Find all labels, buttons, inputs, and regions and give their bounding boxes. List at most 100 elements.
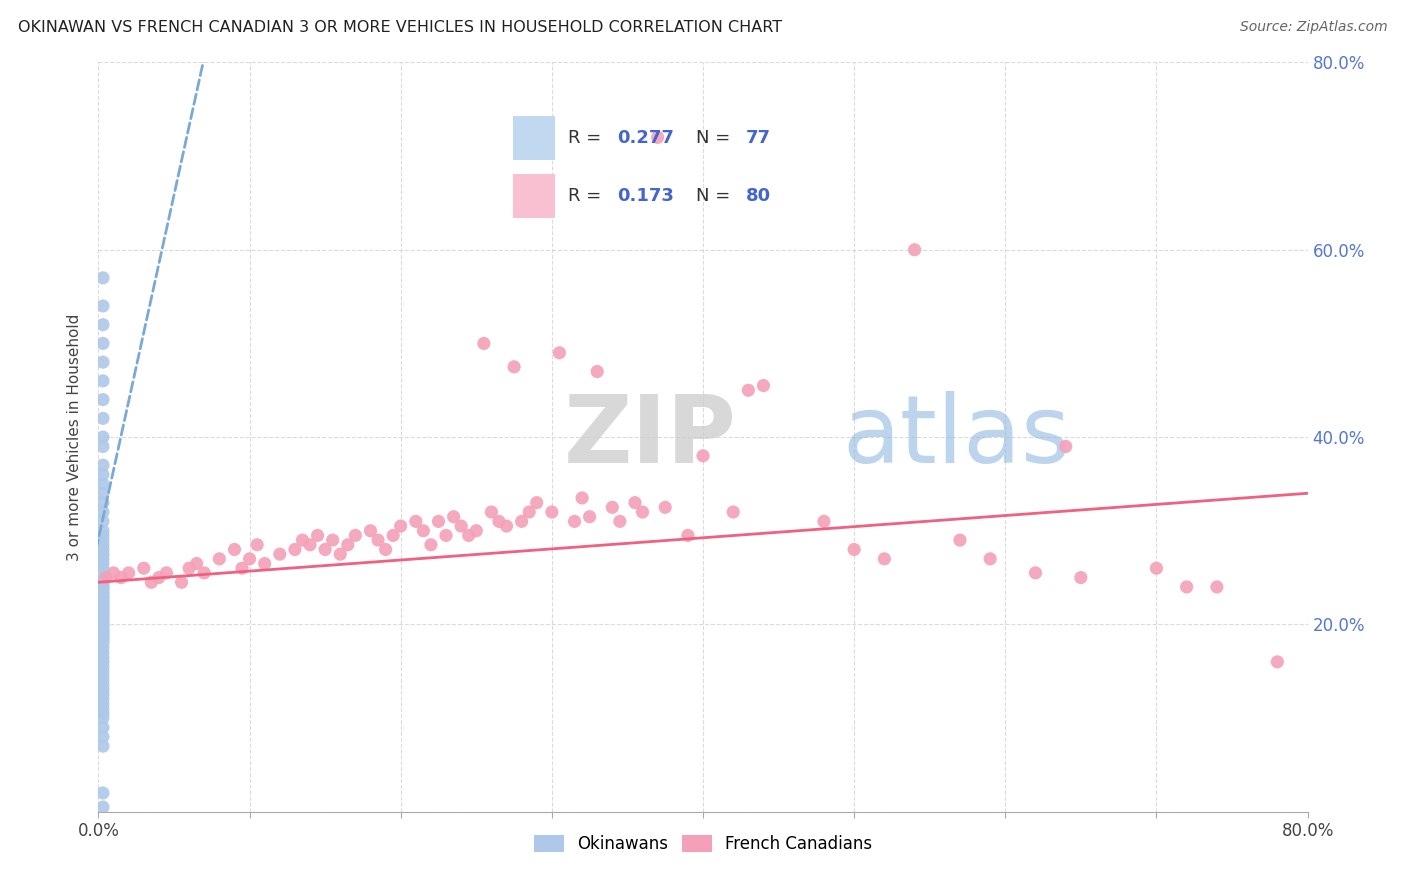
Point <box>91 659 114 673</box>
Point <box>91 711 114 725</box>
Point <box>91 578 114 592</box>
Point <box>904 243 927 257</box>
Point <box>132 561 155 575</box>
Point <box>91 632 114 646</box>
Point <box>564 514 586 528</box>
Point <box>586 365 609 379</box>
Point <box>91 683 114 698</box>
Point <box>624 496 647 510</box>
Point <box>495 519 517 533</box>
Point <box>443 509 465 524</box>
Point <box>91 496 114 510</box>
Point <box>517 505 540 519</box>
Point <box>299 538 322 552</box>
Point <box>676 528 699 542</box>
Point <box>1175 580 1198 594</box>
Point <box>91 626 114 640</box>
Point <box>91 608 114 623</box>
Point <box>91 538 114 552</box>
Point <box>193 566 215 580</box>
Point <box>1024 566 1046 580</box>
Point <box>91 440 114 453</box>
Point <box>91 590 114 604</box>
Point <box>91 580 114 594</box>
Point <box>91 271 114 285</box>
Point <box>94 571 117 585</box>
Point <box>91 721 114 735</box>
Point <box>329 547 352 561</box>
Point <box>465 524 488 538</box>
Point <box>110 571 132 585</box>
Point <box>269 547 291 561</box>
Point <box>91 467 114 482</box>
Point <box>723 505 745 519</box>
Point <box>91 603 114 617</box>
Point <box>246 538 269 552</box>
Point <box>91 617 114 632</box>
Point <box>231 561 253 575</box>
Point <box>91 739 114 753</box>
Point <box>91 551 114 566</box>
Point <box>91 318 114 332</box>
Point <box>1144 561 1167 575</box>
Point <box>91 646 114 660</box>
Point <box>91 650 114 665</box>
Point <box>420 538 443 552</box>
Point <box>548 345 571 359</box>
Point <box>141 575 163 590</box>
Point <box>510 514 533 528</box>
Point <box>91 411 114 425</box>
Point <box>91 594 114 608</box>
Point <box>336 538 359 552</box>
Point <box>360 524 382 538</box>
Point <box>844 542 866 557</box>
Point <box>91 697 114 711</box>
Point <box>752 378 775 392</box>
Point <box>602 500 624 515</box>
Point <box>91 355 114 369</box>
Point <box>609 514 631 528</box>
Point <box>91 486 114 500</box>
Point <box>91 678 114 692</box>
Point <box>91 528 114 542</box>
Point <box>578 509 600 524</box>
Text: Source: ZipAtlas.com: Source: ZipAtlas.com <box>1240 20 1388 34</box>
Point <box>91 505 114 519</box>
Point <box>654 500 676 515</box>
Point <box>472 336 495 351</box>
Point <box>314 542 336 557</box>
Point <box>91 622 114 636</box>
Point <box>91 582 114 596</box>
Point <box>571 491 593 505</box>
Point <box>239 551 262 566</box>
Point <box>91 571 114 585</box>
Point <box>91 673 114 688</box>
Point <box>481 505 503 519</box>
Point <box>503 359 526 374</box>
Point <box>91 669 114 683</box>
Point <box>526 496 548 510</box>
Point <box>91 664 114 679</box>
Point <box>737 384 759 398</box>
Point <box>457 528 479 542</box>
Text: atlas: atlas <box>842 391 1070 483</box>
Text: ZIP: ZIP <box>564 391 737 483</box>
Point <box>118 566 141 580</box>
Point <box>91 600 114 615</box>
Point <box>949 533 972 547</box>
Point <box>91 299 114 313</box>
Point <box>103 566 125 580</box>
Point <box>488 514 510 528</box>
Point <box>367 533 389 547</box>
Point <box>186 557 208 571</box>
Point <box>253 557 276 571</box>
Point <box>979 551 1001 566</box>
Point <box>91 605 114 619</box>
Point <box>1267 655 1289 669</box>
Point <box>91 701 114 715</box>
Point <box>91 786 114 800</box>
Point <box>91 800 114 814</box>
Point <box>427 514 450 528</box>
Point <box>91 706 114 721</box>
Point <box>344 528 367 542</box>
